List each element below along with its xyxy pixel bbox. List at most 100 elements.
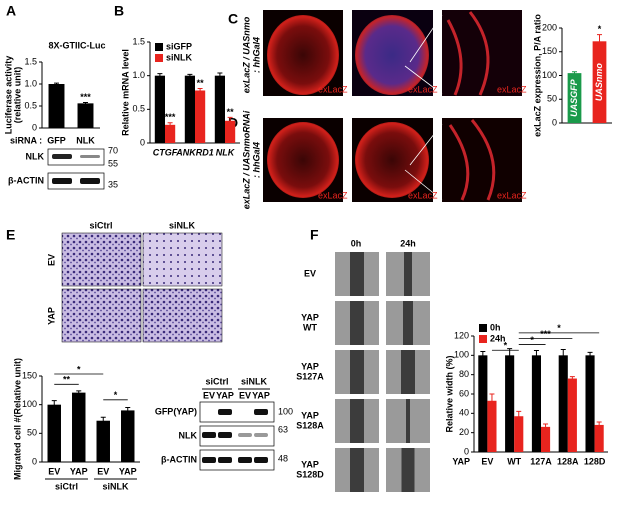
row-label: S127A xyxy=(296,371,324,381)
transwell-image xyxy=(142,232,223,287)
row-label: YAP xyxy=(46,307,56,325)
significance: * xyxy=(504,341,508,351)
marker-label: 100 xyxy=(278,406,293,416)
significance: ** xyxy=(63,375,71,385)
bar xyxy=(567,73,582,123)
disc xyxy=(267,15,339,95)
blot-band xyxy=(52,154,72,159)
y-axis-label: Relative mRNA level xyxy=(120,49,130,136)
blot-band xyxy=(80,155,100,158)
legend-swatch xyxy=(155,43,163,51)
band-label: β-ACTIN xyxy=(161,454,197,464)
bar xyxy=(558,355,568,452)
error-bar xyxy=(187,73,193,78)
group-label: siCtrl xyxy=(205,376,228,386)
error-bar xyxy=(569,376,575,381)
genotype-label: exLacZ / UASnmoRNAi : hhGal4 xyxy=(241,110,261,209)
error-bar xyxy=(76,390,82,395)
wound-gap xyxy=(406,399,410,443)
column-label: 24h xyxy=(400,238,416,248)
x-tick-label: EV xyxy=(481,456,493,466)
legend-label: siGFP xyxy=(166,41,192,51)
bar xyxy=(514,416,524,452)
error-bar xyxy=(597,34,602,48)
wound-gap xyxy=(350,252,364,296)
marker-label: 63 xyxy=(278,424,288,434)
genotype-line: exLacZ / UASnmoRNAi xyxy=(241,110,251,209)
error-bar xyxy=(596,421,602,428)
blot-box xyxy=(199,449,275,471)
transwell-image xyxy=(142,288,223,343)
error-bar xyxy=(543,423,549,430)
y-axis-label: Luciferase activity xyxy=(3,56,13,135)
wound-gap xyxy=(401,448,415,492)
channel-label: exLacZ xyxy=(408,190,438,200)
significance: * xyxy=(114,390,118,400)
row-label: YAP xyxy=(301,361,319,371)
wound-gap xyxy=(403,301,413,345)
wound-gap xyxy=(350,399,364,443)
channel-label: exLacZ xyxy=(497,84,527,94)
bar xyxy=(72,392,86,462)
disc xyxy=(267,122,339,198)
panel-label: A xyxy=(6,3,16,19)
error-bar xyxy=(125,407,131,414)
x-tick-label: NLK xyxy=(76,135,95,145)
significance: * xyxy=(598,24,602,34)
y-axis-label: exLacZ expression, P/A ratio xyxy=(532,14,542,137)
band-label: NLK xyxy=(26,151,45,161)
blot-band xyxy=(52,178,72,184)
row-label: WT xyxy=(303,322,317,332)
error-bar xyxy=(167,122,173,127)
y-axis-label: Migrated cell #(Relative unit) xyxy=(12,358,22,480)
x-tick-label: 128D xyxy=(584,456,606,466)
legend-label: 0h xyxy=(490,322,501,332)
genotype-line: : hhGal4 xyxy=(251,37,261,73)
x-tick-label: WT xyxy=(507,456,521,466)
row-label: YAP xyxy=(301,410,319,420)
y-tick-label: 200 xyxy=(542,22,557,32)
bar xyxy=(594,424,604,452)
x-tick-label: YAP xyxy=(119,466,137,476)
y-tick-label: 100 xyxy=(454,350,469,360)
band-label: NLK xyxy=(179,430,198,440)
bar xyxy=(184,75,195,143)
blot-band xyxy=(218,409,232,415)
bar xyxy=(121,410,135,462)
x-label: siRNA : xyxy=(10,135,42,145)
legend-swatch xyxy=(479,335,487,343)
error-bar xyxy=(51,400,57,409)
error-bar xyxy=(516,410,522,422)
lane-label: EV xyxy=(239,390,251,400)
y-tick-label: 0 xyxy=(464,446,469,456)
x-tick-label: EV xyxy=(97,466,109,476)
y-tick-label: 60 xyxy=(459,388,469,398)
bar xyxy=(96,420,110,462)
significance: * xyxy=(557,323,561,333)
tissue xyxy=(446,11,490,96)
category-label: UASnmo xyxy=(594,63,604,102)
significance: * xyxy=(530,335,534,345)
wound-gap xyxy=(350,350,364,394)
y-tick-label: 1.5 xyxy=(24,56,37,66)
zoom-line xyxy=(404,169,443,201)
y-tick-label: 20 xyxy=(459,427,469,437)
y-tick-label: 0.5 xyxy=(132,104,145,114)
genotype-line: : hhGal4 xyxy=(251,142,261,178)
marker-label: 35 xyxy=(108,179,118,189)
column-label: siNLK xyxy=(169,220,196,230)
blot-box xyxy=(199,401,275,423)
row-label: YAP xyxy=(301,459,319,469)
x-tick-label: EV xyxy=(48,466,60,476)
blot-band xyxy=(254,457,268,463)
y-tick-label: 80 xyxy=(459,369,469,379)
wound-gap xyxy=(404,252,412,296)
row-label: EV xyxy=(304,268,316,278)
channel-label: exLacZ xyxy=(408,84,438,94)
category-label: UASGFP xyxy=(569,78,579,117)
marker-label: 48 xyxy=(278,453,288,463)
significance: * xyxy=(77,364,81,374)
y-axis-label: (relative unit) xyxy=(12,67,22,124)
blot-band xyxy=(218,457,232,463)
